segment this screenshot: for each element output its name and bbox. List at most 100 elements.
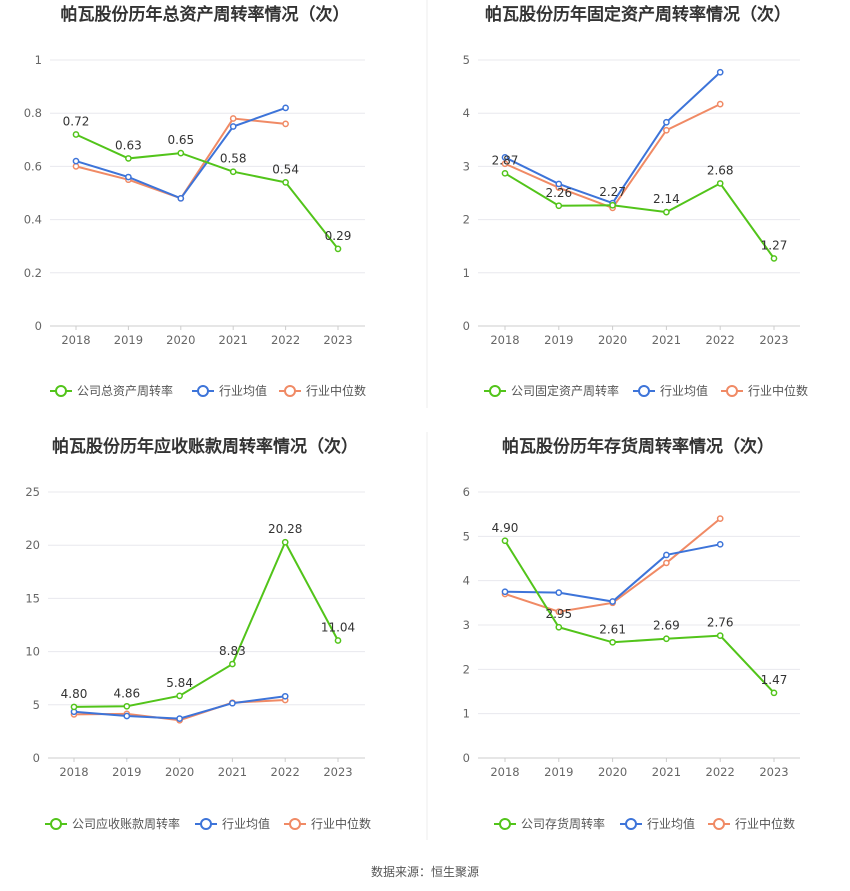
- data-point[interactable]: [229, 168, 237, 176]
- data-point[interactable]: [229, 115, 237, 122]
- data-label: 2.69: [653, 619, 680, 633]
- y-tick-label: 20: [25, 538, 40, 552]
- data-label: 2.68: [707, 163, 734, 177]
- legend-label: 公司固定资产周转率: [511, 383, 619, 398]
- data-point[interactable]: [123, 702, 131, 710]
- data-point[interactable]: [125, 173, 132, 181]
- data-label: 1.27: [761, 238, 788, 252]
- legend-item-2[interactable]: 行业均值: [620, 816, 695, 831]
- data-point[interactable]: [716, 68, 724, 76]
- series-line-1: [73, 539, 339, 708]
- data-point[interactable]: [334, 637, 342, 644]
- chart-panel-1: 帕瓦股份历年总资产周转率情况（次） 0 0.2 0.4 0.6 0.8 1 2018 2019 2…: [24, 4, 366, 398]
- chart-title: 帕瓦股份历年总资产周转率情况（次）: [61, 4, 350, 25]
- data-point[interactable]: [72, 131, 80, 138]
- legend-label: 公司存货周转率: [521, 816, 605, 831]
- legend-label: 行业中位数: [735, 816, 795, 831]
- data-point[interactable]: [716, 100, 724, 108]
- data-point[interactable]: [281, 538, 289, 546]
- data-point[interactable]: [609, 598, 616, 605]
- data-point[interactable]: [282, 120, 289, 128]
- data-point[interactable]: [501, 588, 509, 596]
- y-tick-label: 0.6: [24, 159, 42, 173]
- chart-panel-3: 帕瓦股份历年应收账款周转率情况（次） 0 5 10 15 20 25 2018 2019 2020…: [25, 436, 371, 831]
- data-point[interactable]: [663, 208, 670, 216]
- data-point[interactable]: [177, 149, 185, 157]
- legend-item-3[interactable]: 行业中位数: [284, 816, 371, 831]
- data-point[interactable]: [609, 638, 616, 646]
- data-point[interactable]: [229, 660, 236, 668]
- data-point[interactable]: [555, 608, 563, 616]
- data-point[interactable]: [229, 699, 236, 707]
- x-tick-label: 2023: [759, 333, 788, 347]
- data-point[interactable]: [501, 169, 509, 177]
- legend-item-2[interactable]: 行业均值: [192, 383, 267, 398]
- x-tick-label: 2019: [544, 333, 573, 347]
- data-point[interactable]: [555, 623, 563, 631]
- legend-marker: [489, 385, 501, 397]
- x-tick-label: 2023: [759, 765, 788, 779]
- data-label: 2.95: [545, 607, 572, 621]
- x-tick-label: 2021: [652, 765, 681, 779]
- data-label: 4.80: [61, 687, 88, 701]
- y-tick-label: 0: [33, 751, 40, 765]
- legend-item-3[interactable]: 行业中位数: [279, 383, 366, 398]
- data-point[interactable]: [282, 104, 289, 112]
- data-point[interactable]: [72, 163, 80, 170]
- data-point[interactable]: [501, 160, 509, 168]
- data-point[interactable]: [663, 559, 670, 567]
- data-point[interactable]: [176, 692, 183, 700]
- data-point[interactable]: [125, 155, 132, 162]
- x-tick-label: 2018: [59, 765, 88, 779]
- y-tick-label: 4: [463, 106, 470, 120]
- legend-item-3[interactable]: 行业中位数: [708, 816, 795, 831]
- legend-label: 公司总资产周转率: [77, 383, 173, 398]
- data-point[interactable]: [663, 635, 670, 643]
- data-point[interactable]: [663, 551, 670, 559]
- data-point[interactable]: [501, 537, 509, 545]
- x-tick-label: 2022: [271, 765, 300, 779]
- data-point[interactable]: [282, 179, 289, 186]
- data-point[interactable]: [70, 703, 78, 711]
- data-point[interactable]: [555, 202, 563, 210]
- data-point[interactable]: [716, 515, 724, 522]
- legend-item-1[interactable]: 公司应收账款周转率: [45, 816, 180, 831]
- legend-item-2[interactable]: 行业均值: [633, 383, 708, 398]
- data-point[interactable]: [770, 255, 778, 262]
- data-point[interactable]: [281, 692, 289, 700]
- series-line-2: [504, 71, 721, 205]
- legend-marker: [197, 385, 209, 397]
- legend-label: 公司应收账款周转率: [72, 816, 180, 831]
- legend-item-1[interactable]: 公司固定资产周转率: [484, 383, 619, 398]
- data-point[interactable]: [555, 589, 563, 596]
- data-point[interactable]: [72, 157, 80, 165]
- data-label: 0.29: [325, 229, 352, 243]
- legend-item-1[interactable]: 公司总资产周转率: [50, 383, 173, 398]
- legend-item-3[interactable]: 行业中位数: [721, 383, 808, 398]
- y-tick-label: 0: [35, 319, 42, 333]
- legend-item-2[interactable]: 行业均值: [195, 816, 270, 831]
- data-point[interactable]: [663, 118, 670, 126]
- data-point[interactable]: [229, 123, 237, 130]
- data-point[interactable]: [609, 201, 616, 209]
- y-tick-label: 0: [463, 751, 470, 765]
- data-point[interactable]: [176, 715, 183, 722]
- data-point[interactable]: [716, 180, 724, 187]
- data-point[interactable]: [663, 126, 670, 134]
- data-point[interactable]: [716, 632, 724, 639]
- y-tick-label: 5: [463, 53, 470, 67]
- data-label: 2.14: [653, 192, 680, 206]
- data-point[interactable]: [716, 540, 724, 548]
- legend-item-1[interactable]: 公司存货周转率: [494, 816, 605, 831]
- x-tick-label: 2020: [598, 333, 627, 347]
- legend-marker: [284, 385, 296, 397]
- data-point[interactable]: [770, 689, 778, 697]
- y-tick-label: 1: [463, 707, 470, 721]
- data-point[interactable]: [334, 245, 342, 253]
- data-point[interactable]: [123, 712, 131, 720]
- data-point[interactable]: [501, 154, 509, 161]
- data-label: 1.47: [761, 673, 788, 687]
- chart-panel-2: 帕瓦股份历年固定资产周转率情况（次） 0 1 2 3 4 5 2018 2019 2020 2021…: [463, 4, 808, 398]
- data-point[interactable]: [555, 180, 563, 188]
- data-point[interactable]: [177, 194, 185, 202]
